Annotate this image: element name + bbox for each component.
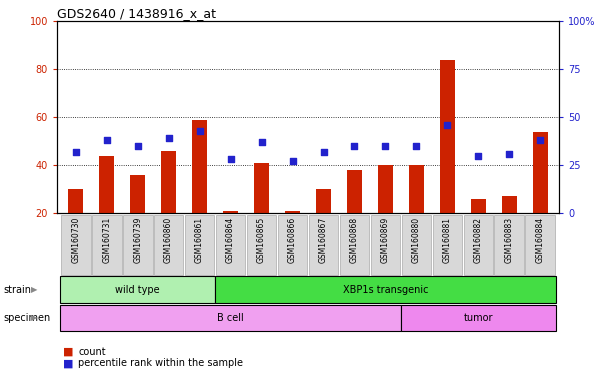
Text: GSM160882: GSM160882 [474, 217, 483, 263]
Text: percentile rank within the sample: percentile rank within the sample [78, 358, 243, 368]
Text: ▶: ▶ [31, 285, 38, 294]
Point [288, 158, 297, 164]
Point [505, 151, 514, 157]
Text: GSM160881: GSM160881 [443, 217, 452, 263]
Text: ■: ■ [63, 358, 73, 368]
Text: GSM160739: GSM160739 [133, 217, 142, 263]
Text: count: count [78, 347, 106, 357]
Point [474, 152, 483, 159]
Bar [192, 119, 207, 213]
Bar [347, 170, 362, 213]
Bar [223, 211, 239, 213]
Bar [99, 156, 114, 213]
Text: GSM160868: GSM160868 [350, 217, 359, 263]
Text: GSM160730: GSM160730 [71, 217, 80, 263]
Bar [532, 131, 548, 213]
Bar [130, 175, 145, 213]
Point [133, 143, 142, 149]
Bar [502, 196, 517, 213]
Text: GSM160864: GSM160864 [226, 217, 235, 263]
Text: tumor: tumor [463, 313, 493, 323]
Bar [440, 60, 455, 213]
Text: GDS2640 / 1438916_x_at: GDS2640 / 1438916_x_at [57, 7, 216, 20]
Text: GSM160883: GSM160883 [505, 217, 514, 263]
Point [257, 139, 266, 145]
Point [380, 143, 390, 149]
Point [442, 122, 452, 128]
Bar [316, 189, 331, 213]
Text: GSM160731: GSM160731 [102, 217, 111, 263]
Text: GSM160869: GSM160869 [381, 217, 390, 263]
Text: GSM160867: GSM160867 [319, 217, 328, 263]
Bar [377, 165, 393, 213]
Point [412, 143, 421, 149]
Point [350, 143, 359, 149]
Text: strain: strain [3, 285, 31, 295]
Text: specimen: specimen [3, 313, 50, 323]
Text: GSM160860: GSM160860 [164, 217, 173, 263]
Bar [254, 163, 269, 213]
Point [226, 156, 236, 162]
Point [195, 127, 204, 134]
Text: XBP1s transgenic: XBP1s transgenic [343, 285, 428, 295]
Text: ▶: ▶ [31, 313, 38, 322]
Text: ■: ■ [63, 347, 73, 357]
Point [164, 135, 174, 141]
Text: GSM160884: GSM160884 [536, 217, 545, 263]
Bar [68, 189, 84, 213]
Bar [409, 165, 424, 213]
Text: B cell: B cell [217, 313, 244, 323]
Text: GSM160861: GSM160861 [195, 217, 204, 263]
Bar [161, 151, 176, 213]
Text: GSM160865: GSM160865 [257, 217, 266, 263]
Text: GSM160880: GSM160880 [412, 217, 421, 263]
Point [319, 149, 328, 155]
Point [102, 137, 111, 143]
Bar [471, 199, 486, 213]
Point [71, 149, 81, 155]
Text: GSM160866: GSM160866 [288, 217, 297, 263]
Bar [285, 211, 300, 213]
Point [535, 137, 545, 143]
Text: wild type: wild type [115, 285, 160, 295]
